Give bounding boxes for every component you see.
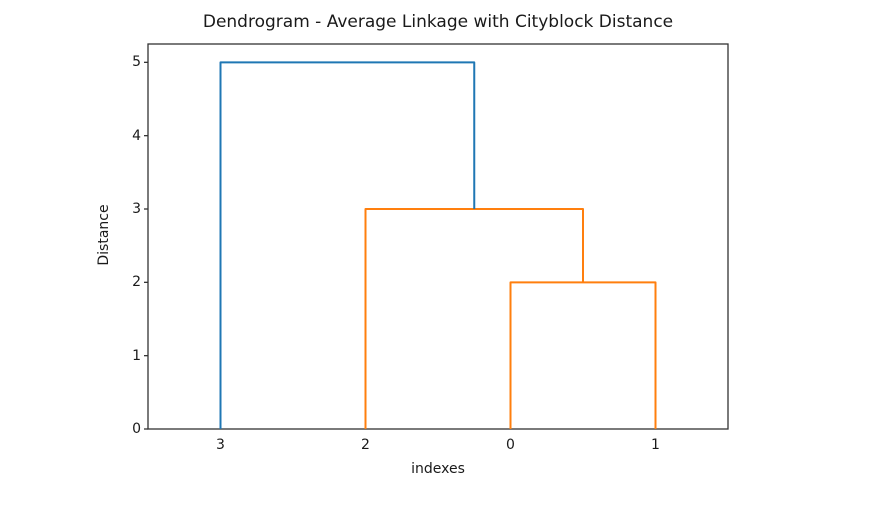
dendrogram-link-0 (509, 281, 657, 429)
y-tick-label: 0 (132, 421, 141, 437)
y-tick-label: 2 (132, 274, 141, 291)
chart-title: Dendrogram - Average Linkage with Citybl… (202, 12, 674, 32)
y-tick-label: 3 (132, 201, 141, 217)
leaf-label: 0 (506, 437, 515, 453)
leaf-label: 3 (216, 437, 225, 453)
plot-frame (147, 43, 729, 430)
x-axis-label: indexes (411, 461, 465, 477)
y-tick-label: 4 (132, 127, 141, 144)
dendrogram-link-1 (364, 208, 584, 429)
y-tick-label: 1 (132, 347, 141, 364)
leaf-label: 1 (651, 437, 660, 453)
y-tick-label: 5 (132, 54, 141, 71)
dendrogram-link-2 (219, 61, 476, 429)
leaf-label: 2 (361, 437, 370, 453)
